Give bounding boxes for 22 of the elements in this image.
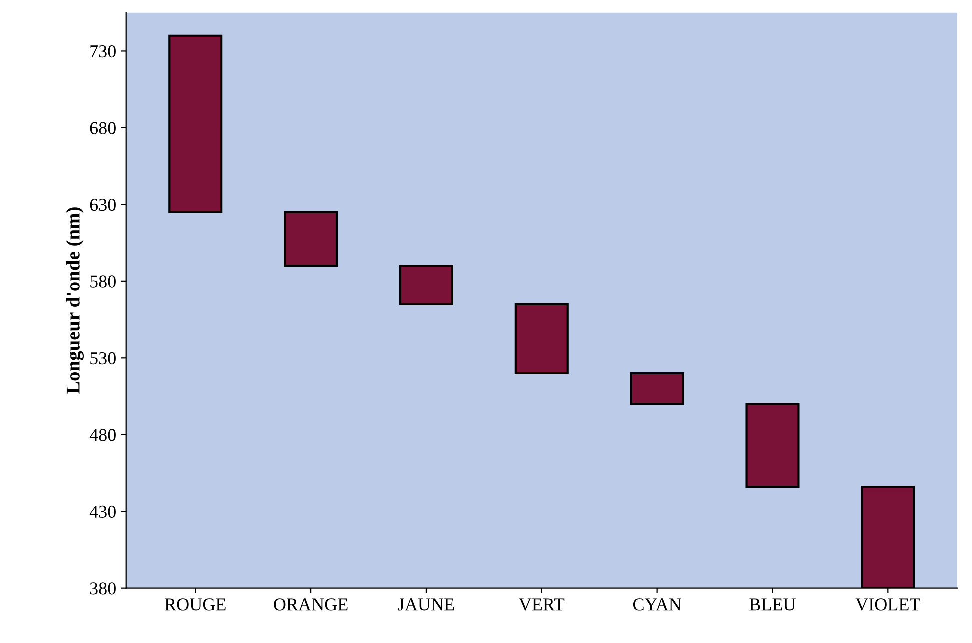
- y-tick-label: 530: [90, 352, 116, 365]
- y-axis-title: Longueur d'onde (nm): [66, 208, 84, 394]
- x-tick-label: CYAN: [633, 598, 682, 611]
- y-tick-label: 630: [90, 198, 116, 212]
- bar: [746, 403, 800, 488]
- x-tick-label: ORANGE: [274, 598, 348, 611]
- bar: [399, 265, 454, 306]
- y-tick-label: 380: [90, 582, 116, 595]
- x-tick-label: VERT: [519, 598, 565, 611]
- y-tick-label: 580: [90, 276, 116, 288]
- x-tick-label: ROUGE: [165, 598, 226, 611]
- bar: [630, 372, 684, 406]
- x-tick-label: VIOLET: [856, 598, 920, 611]
- x-tick-label: BLEU: [750, 598, 796, 611]
- bar: [514, 303, 569, 375]
- y-tick-label: 730: [90, 45, 116, 58]
- bar: [284, 211, 338, 268]
- y-tick-label: 480: [90, 429, 116, 442]
- x-tick-label: JAUNE: [398, 598, 454, 611]
- y-tick-label: 430: [90, 506, 116, 518]
- y-tick-label: 680: [90, 122, 116, 134]
- bar: [168, 34, 223, 214]
